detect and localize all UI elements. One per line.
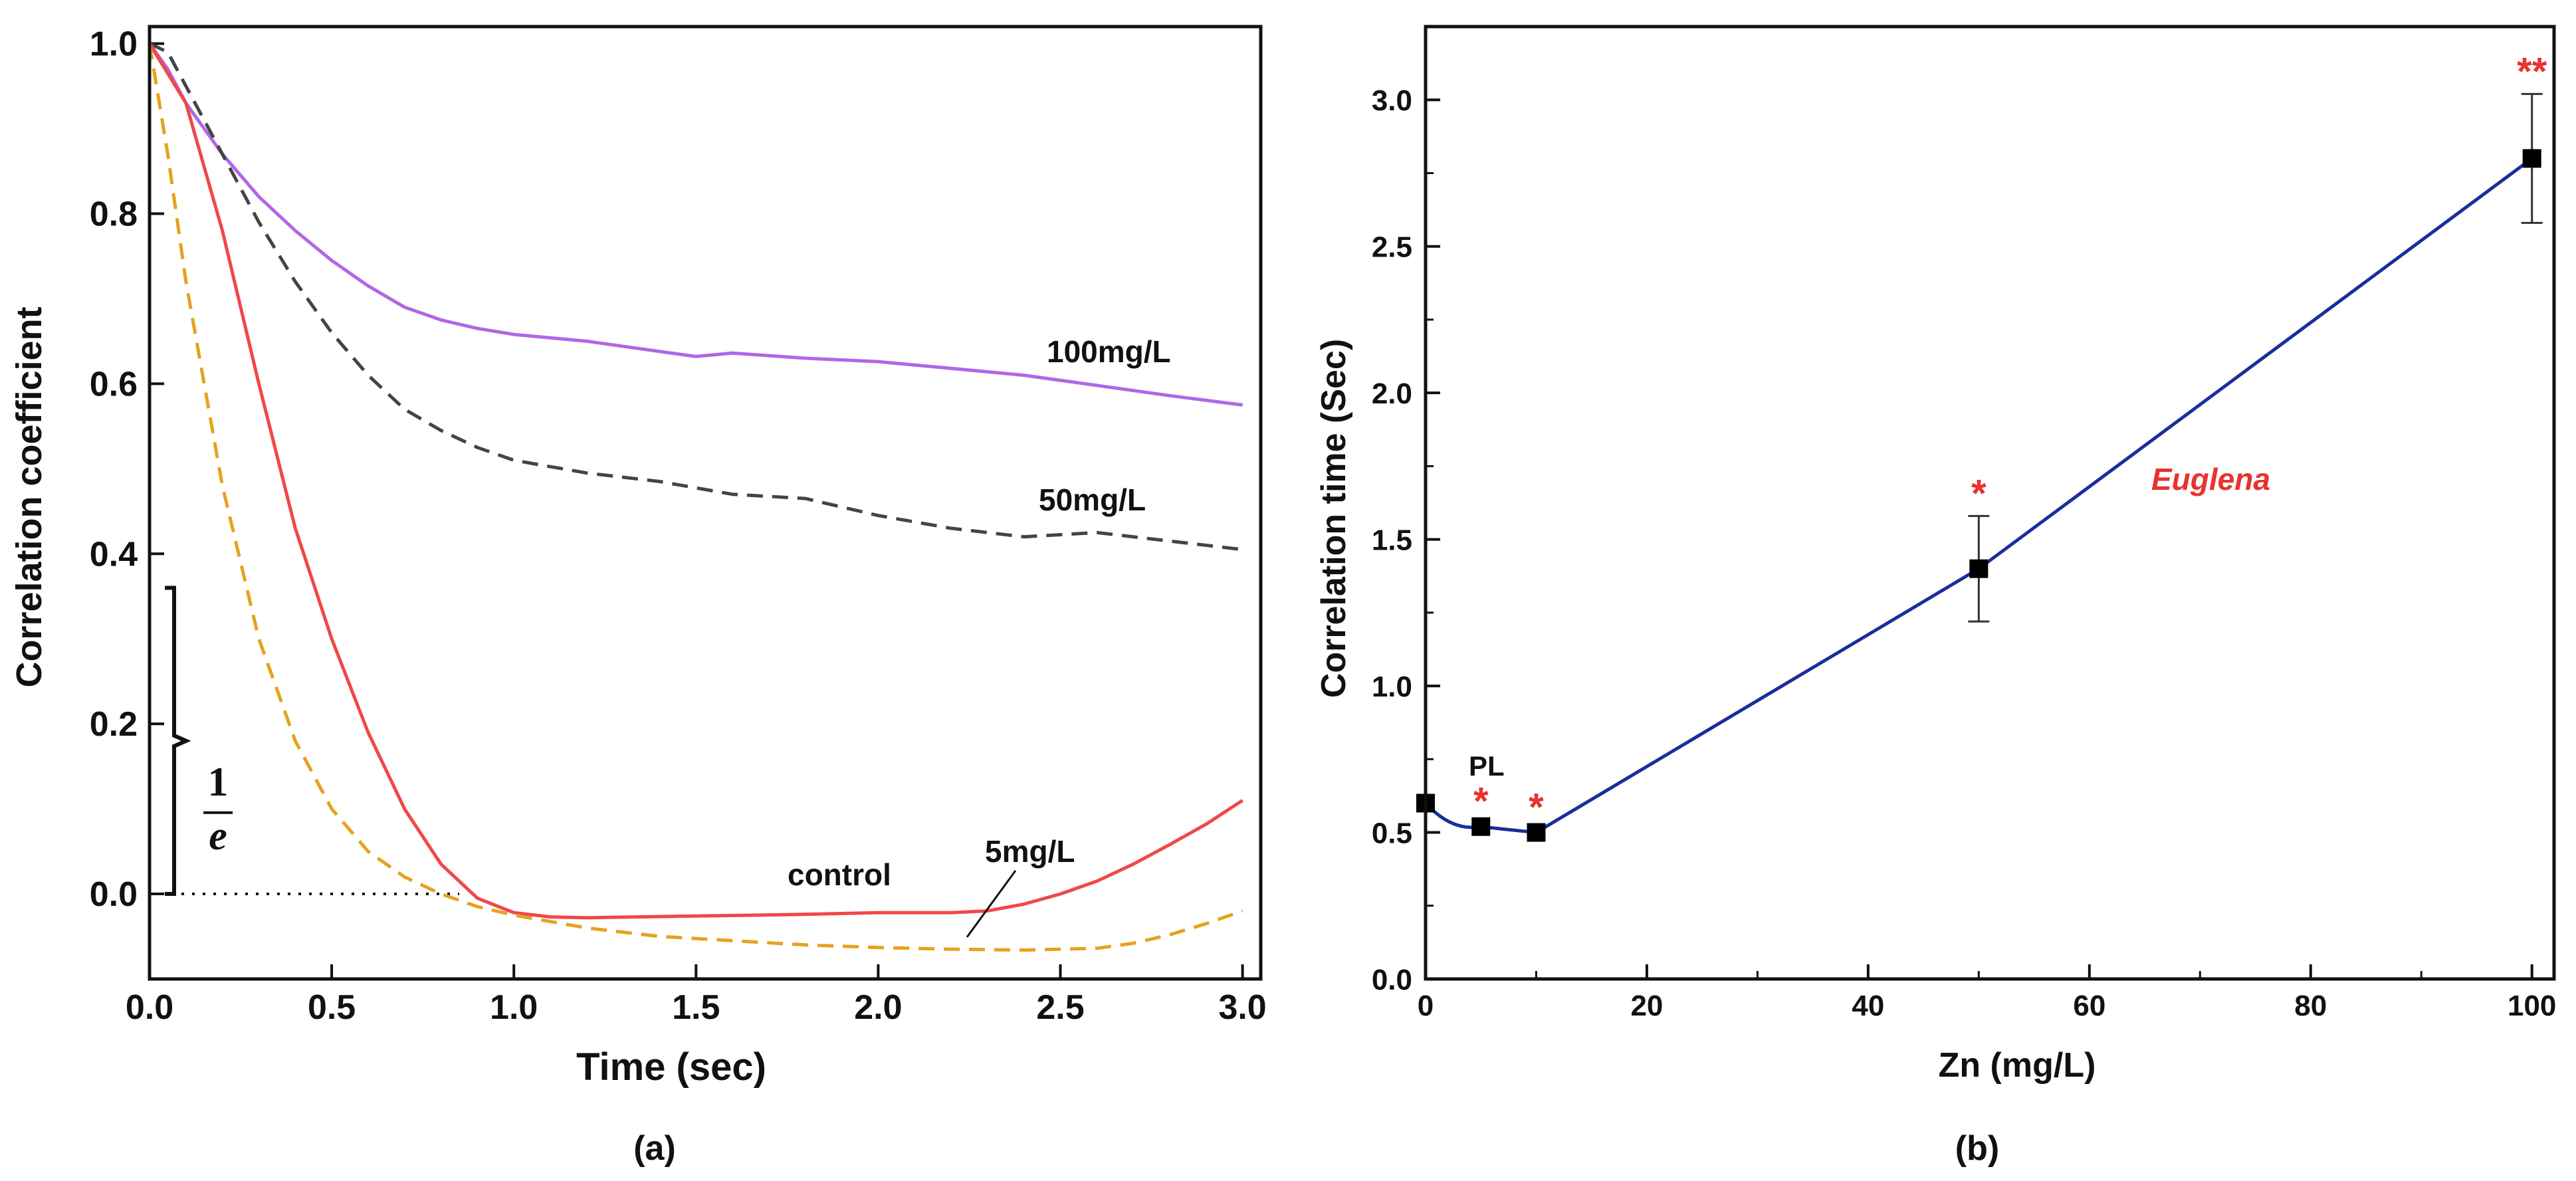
series-5mg-l [148, 43, 1243, 952]
panel-a-tick-marks [148, 42, 1244, 979]
panel-b-chart: 0 20 40 60 80 100 0.00.51.01.52.02.53.0 * ****… [1315, 25, 2557, 1168]
panel-b-plot-frame [1424, 25, 2556, 981]
data-point-marker [1471, 817, 1491, 836]
panel-a-x-tick-label: 1.0 [490, 988, 538, 1027]
series-50mg-l [148, 42, 1243, 552]
panel-a-x-axis-title: Time (sec) [576, 1045, 766, 1089]
series-100mg-l [148, 43, 1243, 407]
panel-b-y-tick-label: 2.5 [1372, 231, 1412, 264]
panel-b-x-tick-label: 0 [1418, 990, 1434, 1022]
panel-b-x-tick-label: 40 [1852, 990, 1884, 1022]
panel-b-y-tick-label: 0.0 [1372, 964, 1412, 996]
series-control [148, 43, 1243, 920]
panel-a-label: (a) [633, 1129, 676, 1168]
panel-a-y-tick-label: 0.2 [90, 705, 138, 744]
panel-a-y-tick-label: 0.4 [90, 535, 138, 574]
panel-a-y-tick-label: 0.8 [90, 195, 138, 233]
significance-marker: * [1971, 472, 1986, 515]
panel-a-y-axis-title: Correlation coefficient [9, 306, 49, 687]
panel-a-x-tick-label: 2.0 [854, 988, 902, 1027]
panel-a-y-tick-label: 0.0 [90, 875, 138, 914]
panel-b-series-layer [1416, 92, 2543, 842]
panel-a-x-tick-label: 2.5 [1036, 988, 1084, 1027]
panel-b-x-tick-label: 60 [2073, 990, 2105, 1022]
label-5mg: 5mg/L [985, 834, 1075, 869]
panel-b-x-tick-labels: 0 20 40 60 80 100 [1418, 990, 2557, 1022]
panel-b-x-tick-label: 80 [2294, 990, 2327, 1022]
panel-a-x-tick-label: 3.0 [1218, 988, 1266, 1027]
panel-a-y-tick-labels: 0.0 0.2 0.4 0.6 0.8 1.0 [90, 25, 138, 914]
panel-b-y-tick-label: 0.5 [1372, 817, 1412, 850]
data-point-marker [1527, 823, 1546, 842]
panel-a-series-layer [148, 42, 1243, 952]
significance-marker: * [1529, 786, 1544, 829]
significance-marker: * [1473, 780, 1489, 823]
label-control: control [788, 857, 891, 892]
panel-a-x-tick-labels: 0.0 0.5 1.0 1.5 2.0 2.5 3.0 [126, 988, 1267, 1027]
label-100mg: 100mg/L [1047, 334, 1171, 369]
label-euglena: Euglena [2151, 462, 2270, 496]
panel-a-bracket [165, 586, 191, 897]
data-point-marker [1969, 559, 1988, 578]
panel-b-y-tick-label: 3.0 [1372, 84, 1412, 117]
panel-b-label: (b) [1955, 1129, 1999, 1168]
panel-a-bracket-label-denominator: e [209, 813, 227, 859]
panel-b-significance-markers: * **** [1473, 50, 2547, 829]
data-point-marker [2522, 149, 2541, 168]
panel-b-x-tick-label: 100 [2508, 990, 2556, 1022]
panel-a-y-tick-label: 1.0 [90, 25, 138, 64]
panel-b-y-tick-label: 1.5 [1372, 524, 1412, 557]
panel-b-y-tick-labels: 0.0 0.5 1.0 1.5 2.0 2.5 3.0 [1372, 84, 1412, 996]
panel-a-plot-frame [148, 25, 1263, 981]
panel-a-x-tick-label: 0.5 [308, 988, 356, 1027]
label-5mg-leader [966, 870, 1017, 938]
panel-b-y-axis-title: Correlation time (Sec) [1315, 339, 1353, 698]
panel-b-tick-marks [1424, 98, 2533, 980]
panel-b-x-axis-title: Zn (mg/L) [1939, 1046, 2096, 1085]
panel-a-y-tick-label: 0.6 [90, 365, 138, 403]
significance-marker: ** [2517, 50, 2547, 93]
panel-a-bracket-label-numerator: 1 [208, 760, 229, 805]
label-pl: PL [1469, 750, 1505, 782]
panel-a-x-tick-label: 1.5 [672, 988, 720, 1027]
label-50mg: 50mg/L [1039, 483, 1146, 517]
panel-a-x-tick-label: 0.0 [126, 988, 173, 1027]
panel-a-chart: 0.0 0.5 1.0 1.5 2.0 2.5 3.0 0.0 0.2 0.4 0.6 0.8 1.0… [9, 25, 1267, 1168]
panel-b-x-tick-label: 20 [1630, 990, 1663, 1022]
panel-b-y-tick-label: 1.0 [1372, 671, 1412, 703]
panel-b-y-tick-label: 2.0 [1372, 377, 1412, 410]
